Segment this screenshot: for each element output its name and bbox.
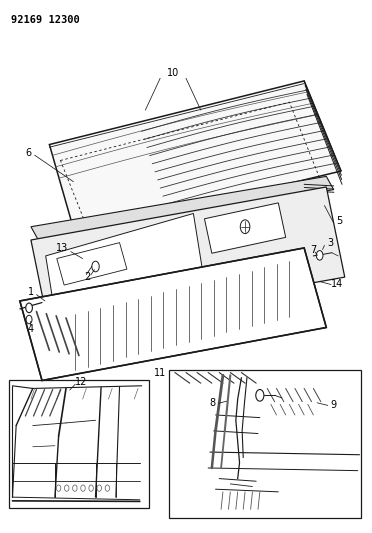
Circle shape xyxy=(92,261,99,272)
Text: 5: 5 xyxy=(336,216,342,227)
Text: 8: 8 xyxy=(209,398,216,408)
Circle shape xyxy=(73,485,77,491)
Polygon shape xyxy=(46,214,205,325)
Polygon shape xyxy=(20,248,326,381)
Circle shape xyxy=(64,485,69,491)
Circle shape xyxy=(105,485,110,491)
Circle shape xyxy=(89,485,93,491)
Text: 4: 4 xyxy=(27,324,33,334)
Text: 14: 14 xyxy=(330,279,343,289)
Text: 12: 12 xyxy=(74,376,87,386)
Polygon shape xyxy=(205,203,286,253)
Circle shape xyxy=(256,390,264,401)
Polygon shape xyxy=(31,187,345,330)
Circle shape xyxy=(240,220,250,233)
Text: 3: 3 xyxy=(327,238,333,248)
Text: 7: 7 xyxy=(310,245,317,255)
Circle shape xyxy=(26,303,32,313)
Circle shape xyxy=(97,485,102,491)
Bar xyxy=(9,381,149,508)
Polygon shape xyxy=(49,81,341,235)
Text: 10: 10 xyxy=(167,68,179,78)
Circle shape xyxy=(26,316,32,324)
Circle shape xyxy=(81,485,85,491)
Text: 6: 6 xyxy=(25,148,31,158)
Text: 11: 11 xyxy=(154,368,166,377)
Circle shape xyxy=(316,251,323,260)
Polygon shape xyxy=(57,243,127,285)
Text: 13: 13 xyxy=(56,244,68,254)
Bar xyxy=(169,370,361,519)
Text: 2: 2 xyxy=(84,272,90,281)
Text: 92169 12300: 92169 12300 xyxy=(11,14,79,25)
Circle shape xyxy=(57,485,61,491)
Polygon shape xyxy=(31,176,334,240)
Text: 1: 1 xyxy=(28,287,34,297)
Text: 9: 9 xyxy=(331,400,337,410)
